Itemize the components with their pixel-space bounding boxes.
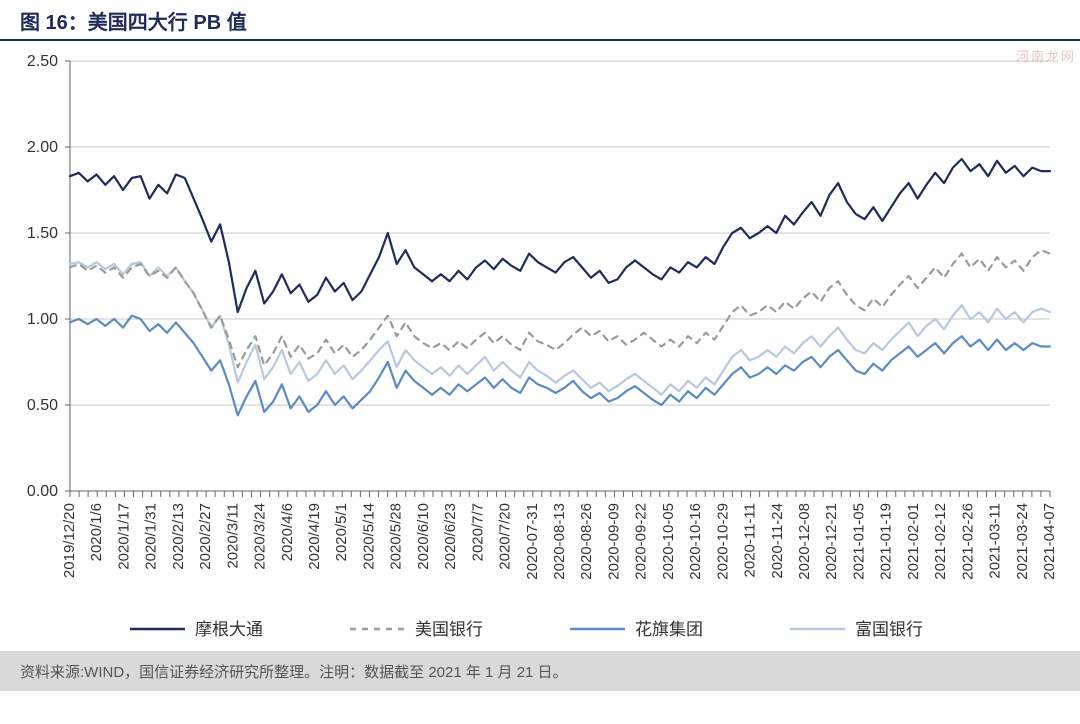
svg-text:2020/4/6: 2020/4/6 bbox=[279, 503, 296, 561]
watermark: 河南龙网 bbox=[1016, 46, 1076, 65]
svg-text:2021-04-07: 2021-04-07 bbox=[1041, 503, 1058, 580]
svg-text:2020-12-21: 2020-12-21 bbox=[823, 503, 840, 580]
series-摩根大通 bbox=[70, 159, 1050, 312]
svg-text:2020/6/10: 2020/6/10 bbox=[415, 503, 432, 570]
svg-text:2020-11-11: 2020-11-11 bbox=[742, 503, 759, 578]
svg-text:2021-03-24: 2021-03-24 bbox=[1014, 503, 1031, 580]
svg-text:2020/3/11: 2020/3/11 bbox=[224, 503, 241, 569]
svg-text:2020-10-05: 2020-10-05 bbox=[660, 503, 677, 580]
svg-text:2020-09-22: 2020-09-22 bbox=[633, 503, 650, 580]
chart-footer: 资料来源:WIND，国信证券经济研究所整理。注明：数据截至 2021 年 1 月… bbox=[0, 651, 1080, 691]
svg-text:2020-12-08: 2020-12-08 bbox=[796, 503, 813, 580]
svg-text:2020/5/14: 2020/5/14 bbox=[360, 503, 377, 570]
svg-text:1.00: 1.00 bbox=[27, 311, 58, 328]
svg-text:2020-07-31: 2020-07-31 bbox=[524, 503, 541, 580]
svg-text:2020-10-29: 2020-10-29 bbox=[714, 503, 731, 580]
svg-text:2020-08-13: 2020-08-13 bbox=[551, 503, 568, 580]
svg-text:2020/7/20: 2020/7/20 bbox=[497, 503, 514, 570]
svg-text:2021-02-12: 2021-02-12 bbox=[932, 503, 949, 580]
svg-text:0.00: 0.00 bbox=[27, 483, 58, 500]
chart-area: 0.00 0.50 1.00 1.50 2.00 2.50 2019/12/20 2020/1… bbox=[0, 41, 1080, 651]
chart-header: 图 16：美国四大行 PB 值 bbox=[0, 0, 1080, 41]
line-chart-svg: 0.00 0.50 1.00 1.50 2.00 2.50 2019/12/20 2020/1… bbox=[0, 41, 1080, 651]
svg-text:2020/7/7: 2020/7/7 bbox=[469, 503, 486, 561]
svg-text:2021-03-11: 2021-03-11 bbox=[987, 503, 1004, 579]
svg-text:1.50: 1.50 bbox=[27, 225, 58, 242]
svg-text:2020/1/6: 2020/1/6 bbox=[88, 503, 105, 561]
svg-text:2020/1/17: 2020/1/17 bbox=[115, 503, 132, 570]
svg-text:2020/2/27: 2020/2/27 bbox=[197, 503, 214, 570]
svg-text:2019/12/20: 2019/12/20 bbox=[61, 503, 78, 578]
svg-text:2020-09-09: 2020-09-09 bbox=[605, 503, 622, 580]
svg-text:2020-10-16: 2020-10-16 bbox=[687, 503, 704, 580]
svg-text:2.00: 2.00 bbox=[27, 139, 58, 156]
svg-text:2020-11-24: 2020-11-24 bbox=[769, 503, 786, 579]
svg-text:2020/2/13: 2020/2/13 bbox=[170, 503, 187, 570]
svg-text:2020-08-26: 2020-08-26 bbox=[578, 503, 595, 580]
svg-text:0.50: 0.50 bbox=[27, 397, 58, 414]
svg-text:花旗集团: 花旗集团 bbox=[635, 620, 703, 639]
chart-title: 图 16：美国四大行 PB 值 bbox=[20, 6, 247, 35]
svg-text:2020/5/1: 2020/5/1 bbox=[333, 503, 350, 561]
svg-text:2021-02-26: 2021-02-26 bbox=[959, 503, 976, 580]
svg-text:2021-02-01: 2021-02-01 bbox=[905, 503, 922, 580]
svg-text:2020/3/24: 2020/3/24 bbox=[252, 503, 269, 570]
source-text: 资料来源:WIND，国信证券经济研究所整理。注明：数据截至 2021 年 1 月… bbox=[20, 661, 568, 682]
svg-text:富国银行: 富国银行 bbox=[855, 620, 923, 639]
svg-text:2021-01-19: 2021-01-19 bbox=[878, 503, 895, 580]
svg-text:2021-01-05: 2021-01-05 bbox=[850, 503, 867, 580]
svg-text:摩根大通: 摩根大通 bbox=[195, 620, 263, 639]
series-花旗集团 bbox=[70, 316, 1050, 416]
svg-text:2020/4/19: 2020/4/19 bbox=[306, 503, 323, 570]
svg-text:2020/1/31: 2020/1/31 bbox=[143, 503, 160, 570]
svg-text:美国银行: 美国银行 bbox=[415, 620, 483, 639]
svg-text:2020/6/23: 2020/6/23 bbox=[442, 503, 459, 570]
svg-text:2020/5/28: 2020/5/28 bbox=[388, 503, 405, 570]
svg-text:2.50: 2.50 bbox=[27, 53, 58, 70]
